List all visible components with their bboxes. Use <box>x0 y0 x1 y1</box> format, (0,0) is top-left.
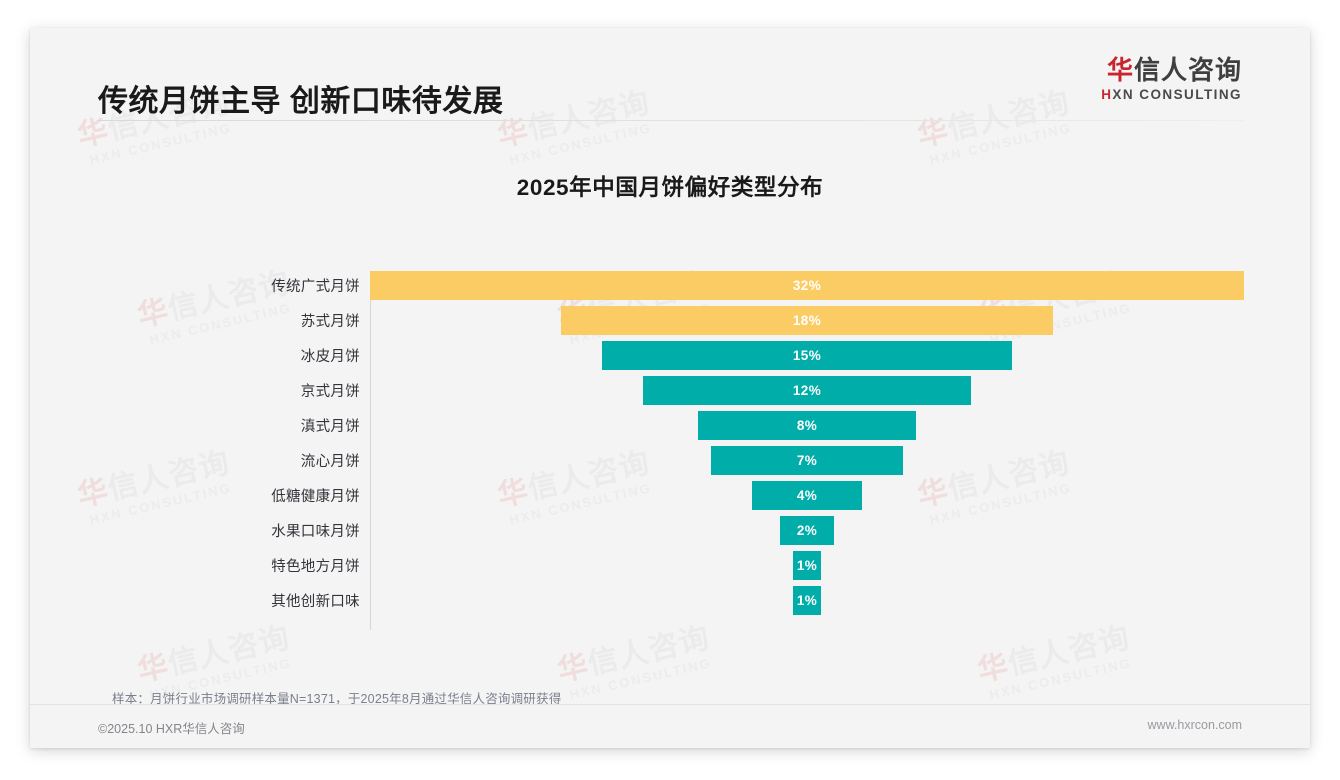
funnel-bar[interactable]: 12% <box>643 376 971 405</box>
funnel-category-label: 流心月饼 <box>300 454 360 470</box>
brand-logo-en-rest: XN CONSULTING <box>1112 86 1242 102</box>
source-note: 样本：月饼行业市场调研样本量N=1371，于2025年8月通过华信人咨询调研获得 <box>112 692 562 706</box>
funnel-track: 12% <box>370 373 1244 408</box>
funnel-bar[interactable]: 32% <box>370 271 1244 300</box>
chart-axis-line <box>370 276 371 630</box>
funnel-bar[interactable]: 15% <box>602 341 1012 370</box>
slide-header: 传统月饼主导 创新口味待发展 华信人咨询 HXN CONSULTING <box>30 28 1310 121</box>
funnel-value-label: 18% <box>792 313 822 328</box>
funnel-track: 4% <box>370 478 1244 513</box>
page-title: 传统月饼主导 创新口味待发展 <box>98 85 504 118</box>
funnel-bar[interactable]: 8% <box>697 411 917 440</box>
slide-footer: ©2025.10 HXR华信人咨询 www.hxrcon.com <box>30 704 1310 748</box>
funnel-category-label: 传统广式月饼 <box>271 279 360 295</box>
funnel-bar[interactable]: 18% <box>561 306 1053 335</box>
funnel-row: 京式月饼 12% <box>98 373 1244 408</box>
funnel-track: 7% <box>370 443 1244 478</box>
funnel-track: 18% <box>370 303 1244 338</box>
funnel-chart: 传统广式月饼 32% 苏式月饼 18% 冰皮月饼 15% 京式月饼 12% 滇式月饼 8% 流心月饼… <box>98 268 1244 634</box>
funnel-row: 低糖健康月饼 4% <box>98 478 1244 513</box>
chart-title: 2025年中国月饼偏好类型分布 <box>516 175 824 200</box>
brand-logo-en: HXN CONSULTING <box>1101 87 1242 102</box>
funnel-row: 其他创新口味 1% <box>98 583 1244 618</box>
funnel-category-label: 其他创新口味 <box>271 594 360 610</box>
funnel-track: 1% <box>370 548 1244 583</box>
funnel-category-label: 水果口味月饼 <box>271 524 360 540</box>
brand-logo: 华信人咨询 HXN CONSULTING <box>1101 56 1242 102</box>
funnel-category-label: 冰皮月饼 <box>300 349 360 365</box>
funnel-bar[interactable]: 7% <box>711 446 903 475</box>
chart-area: 2025年中国月饼偏好类型分布 传统广式月饼 32% 苏式月饼 18% 冰皮月饼 15% 京… <box>30 118 1310 678</box>
footer-copyright: ©2025.10 HXR华信人咨询 <box>98 722 245 736</box>
brand-logo-cn-red: 华 <box>1106 55 1134 85</box>
funnel-value-label: 1% <box>796 558 818 573</box>
funnel-track: 32% <box>370 268 1244 303</box>
funnel-track: 8% <box>370 408 1244 443</box>
funnel-row: 苏式月饼 18% <box>98 303 1244 338</box>
funnel-category-label: 滇式月饼 <box>300 419 360 435</box>
funnel-value-label: 1% <box>796 593 818 608</box>
funnel-value-label: 32% <box>792 278 822 293</box>
funnel-track: 1% <box>370 583 1244 618</box>
funnel-value-label: 4% <box>796 488 818 503</box>
funnel-category-label: 特色地方月饼 <box>271 559 360 575</box>
funnel-row: 特色地方月饼 1% <box>98 548 1244 583</box>
funnel-category-label: 京式月饼 <box>300 384 360 400</box>
slide-card: 华信人咨询 HXN CONSULTING 华信人咨询 HXN CONSULTING 华信… <box>30 28 1310 748</box>
funnel-bar[interactable]: 1% <box>793 551 821 580</box>
funnel-row: 流心月饼 7% <box>98 443 1244 478</box>
brand-logo-en-red: H <box>1101 86 1113 102</box>
funnel-value-label: 2% <box>796 523 818 538</box>
brand-logo-cn: 华信人咨询 <box>1101 56 1242 85</box>
footer-url[interactable]: www.hxrcon.com <box>1147 718 1242 732</box>
funnel-track: 15% <box>370 338 1244 373</box>
funnel-row: 传统广式月饼 32% <box>98 268 1244 303</box>
brand-logo-cn-dark: 信人咨询 <box>1133 55 1242 85</box>
funnel-track: 2% <box>370 513 1244 548</box>
funnel-row: 滇式月饼 8% <box>98 408 1244 443</box>
funnel-rows: 传统广式月饼 32% 苏式月饼 18% 冰皮月饼 15% 京式月饼 12% 滇式月饼 8% 流心月饼… <box>98 268 1244 618</box>
funnel-value-label: 12% <box>792 383 822 398</box>
funnel-bar[interactable]: 4% <box>752 481 862 510</box>
funnel-row: 冰皮月饼 15% <box>98 338 1244 373</box>
funnel-category-label: 低糖健康月饼 <box>271 489 360 505</box>
header-divider <box>98 120 1244 121</box>
funnel-value-label: 15% <box>792 348 822 363</box>
funnel-row: 水果口味月饼 2% <box>98 513 1244 548</box>
funnel-category-label: 苏式月饼 <box>300 314 360 330</box>
funnel-bar[interactable]: 2% <box>779 516 835 545</box>
funnel-value-label: 8% <box>796 418 818 433</box>
funnel-value-label: 7% <box>796 453 818 468</box>
funnel-bar[interactable]: 1% <box>793 586 821 615</box>
